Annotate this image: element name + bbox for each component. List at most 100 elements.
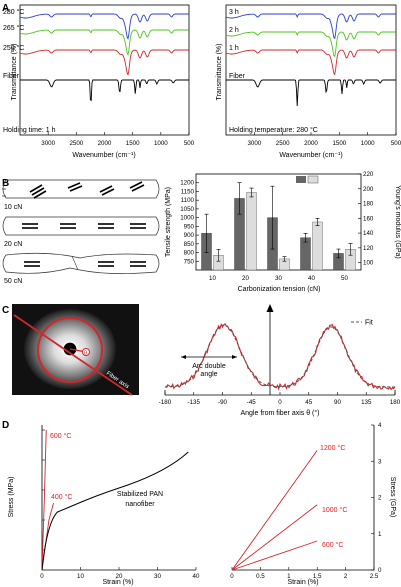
a2-legend-2h: 2 h — [229, 27, 239, 34]
d2-xtick-label: 0.5 — [256, 573, 265, 580]
b-bar-modulus-20 — [246, 192, 257, 271]
d2-xtick-label: 1 — [287, 573, 291, 580]
c-xtick-label: 45 — [305, 399, 312, 406]
a1-curve-0 — [19, 13, 189, 41]
a1-xtick-label: 2500 — [69, 140, 83, 147]
d2-axes — [232, 425, 375, 571]
b-legend — [296, 175, 319, 184]
c-xtick-label: 90 — [334, 399, 341, 406]
b-ytick-left-label: 1200 — [180, 180, 194, 187]
d1-curves — [41, 429, 189, 571]
c-curves — [164, 323, 396, 391]
panel-label-b: B — [2, 178, 9, 189]
b-error-modulus-40 — [315, 218, 320, 226]
b-ytick-right-label: 220 — [363, 171, 374, 178]
b-xtick-label: 50 — [341, 275, 348, 282]
schematic-fiber-10 — [2, 179, 160, 199]
d2-line-0 — [231, 450, 318, 571]
c-annotation-line2: angle — [200, 371, 217, 378]
b-error-modulus-50 — [348, 243, 353, 256]
a2-curve-3 — [226, 79, 396, 107]
b-legend-swatch-strength — [296, 176, 306, 183]
a2-legend-1h: 1 h — [229, 45, 239, 52]
b-ytick-left-label: 1050 — [180, 206, 194, 213]
b-ytick-right-label: 180 — [363, 201, 374, 208]
a2-xlabel: Wavenumber (cm⁻¹) — [279, 152, 342, 159]
d2-xtick-label: 2 — [344, 573, 348, 580]
b-bar-modulus-40 — [312, 221, 323, 271]
d2-label-1200: 1200 °C — [320, 444, 345, 452]
b-error-modulus-20 — [249, 187, 254, 198]
a2-curves — [225, 13, 396, 107]
a1-annotation: Holding time: 1 h — [3, 127, 56, 134]
d1-xtick-label: 40 — [193, 573, 200, 580]
b-error-strength-10 — [204, 213, 209, 253]
d2-label-1000: 1000 °C — [322, 506, 347, 514]
schematic-label-20: 20 cN — [4, 241, 22, 248]
a2-ylabel: Transmittance (%) — [216, 44, 223, 101]
c-xtick-label: -135 — [188, 399, 201, 406]
b-error-modulus-10 — [216, 249, 221, 262]
d1-xtick-label: 10 — [77, 573, 84, 580]
b-xtick-label: 40 — [308, 275, 315, 282]
d2-xtick-label: 2.5 — [370, 573, 379, 580]
schematic-label-50: 50 cN — [4, 278, 22, 285]
d2-ylabel: Stress (GPa) — [389, 477, 396, 517]
d2-ytick-label: 3 — [378, 458, 382, 465]
b-ytick-left-label: 750 — [184, 258, 195, 265]
a2-xtick-label: 1000 — [361, 140, 375, 147]
panel-label-a: A — [2, 3, 9, 14]
b-error-strength-30 — [270, 185, 275, 250]
b-xtick-label: 10 — [209, 275, 216, 282]
a1-xtick-label: 1000 — [154, 140, 168, 147]
c-xtick-label: 0 — [278, 399, 282, 406]
a1-ylabel: Transmittance (%) — [11, 44, 18, 101]
a2-legend-fiber: Fiber — [229, 73, 246, 80]
c-xtick-label: 180 — [390, 399, 401, 406]
b-ytick-right-label: 160 — [363, 215, 374, 222]
b-error-modulus-30 — [282, 256, 287, 262]
d1-xtick-label: 30 — [154, 573, 161, 580]
a1-xtick-label: 3000 — [41, 140, 55, 147]
a2-xtick-label: 2000 — [304, 140, 318, 147]
d2-label-600: 600 °C — [322, 541, 343, 549]
c-xtick-label: -45 — [247, 399, 257, 406]
d2-line-2 — [231, 540, 318, 571]
d1-label-600: 600 °C — [50, 432, 71, 440]
d1-ticks: 0 10 20 30 40 — [40, 429, 200, 580]
schematic-fiber-50 — [2, 252, 160, 274]
d2-xtick-label: 0 — [230, 573, 234, 580]
b-error-strength-50 — [336, 248, 341, 259]
b-bar-strength-40 — [300, 237, 311, 271]
b-ylabel-left: Tensile strength (MPa) — [165, 187, 172, 257]
a2-xtick-label: 1500 — [332, 140, 346, 147]
c-xtick-label: -90 — [218, 399, 228, 406]
a1-legend-250: 250 °C — [3, 44, 24, 52]
a1-legend-265: 265 °C — [3, 24, 24, 32]
d2-ytick-label: 2 — [378, 495, 382, 502]
a1-xtick-label: 2000 — [98, 140, 112, 147]
d1-label-nanofiber: nanofiber — [125, 501, 155, 508]
b-xtick-label: 30 — [275, 275, 282, 282]
d2-xtick-label: 1.5 — [313, 573, 322, 580]
b-xlabel: Carbonization tension (cN) — [238, 286, 321, 293]
c-curve-fit — [165, 324, 395, 388]
d1-label-stabilized: Stabilized PAN — [117, 491, 163, 498]
diffraction-pattern-image: θ Fiber axis — [12, 304, 139, 396]
b-ytick-left-label: 800 — [184, 250, 195, 257]
a2-xtick-label: 500 — [391, 140, 401, 147]
b-ytick-right-label: 100 — [363, 260, 374, 267]
a2-curve-0 — [225, 13, 396, 39]
azimuthal-profile-chart: -180 -135 -90 -45 0 45 90 135 180 Fit Arc double… — [159, 304, 401, 417]
b-ytick-left-label: 1150 — [181, 188, 195, 195]
a1-curve-3 — [20, 79, 189, 102]
c-xtick-label: 135 — [361, 399, 372, 406]
c-ticks: -180 -135 -90 -45 0 45 90 135 180 — [159, 392, 401, 406]
d2-lines — [231, 450, 318, 571]
b-ytick-left-label: 950 — [184, 223, 195, 230]
a1-curve-1 — [19, 29, 189, 57]
b-ytick-left-label: 1000 — [180, 215, 194, 222]
panel-label-d: D — [2, 420, 9, 431]
